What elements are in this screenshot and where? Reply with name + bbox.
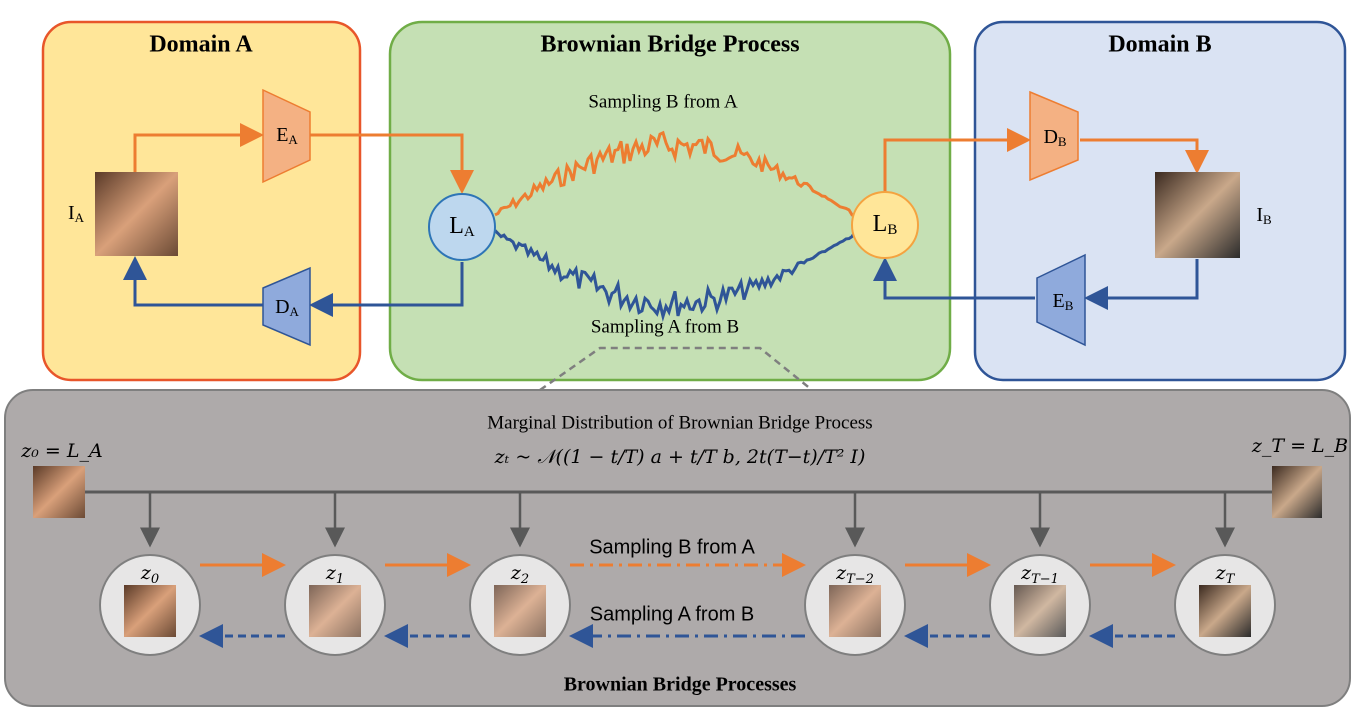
- sampling-label: Sampling B from A: [589, 536, 755, 558]
- panel-title: Brownian Bridge Process: [540, 32, 799, 58]
- noise-path: [494, 130, 856, 217]
- image-label: IB: [1256, 204, 1272, 227]
- decoder-label: DB: [1043, 126, 1066, 149]
- arrow: [1080, 138, 1209, 174]
- endpoint-label: z_T = L_B: [1251, 435, 1348, 457]
- node-label: zT−2: [835, 562, 874, 587]
- latent-label: LA: [449, 213, 475, 241]
- face-image: [33, 466, 85, 518]
- arrow: [133, 123, 264, 172]
- face-image: [1155, 172, 1240, 258]
- latent-node: [428, 193, 496, 261]
- latent-label: LB: [873, 211, 898, 239]
- face-image: [494, 585, 546, 637]
- face-image: [95, 172, 178, 256]
- bridge-panel: [388, 20, 952, 382]
- encoder: [262, 88, 311, 184]
- face-image: [1014, 585, 1066, 637]
- face-image: [829, 585, 881, 637]
- node-label: zT: [1215, 562, 1236, 587]
- arrow: [1084, 259, 1199, 310]
- encoder: [1036, 253, 1086, 347]
- formula: zₜ ~ 𝒩((1 − t/T) a + t/T b, 2t(T−t)/T² I…: [494, 446, 866, 468]
- arrow: [309, 262, 464, 317]
- node-label: z0: [140, 562, 159, 587]
- encoder-label: EB: [1053, 290, 1074, 313]
- decoder-label: DA: [275, 296, 299, 319]
- sampling-label: Sampling A from B: [590, 603, 755, 625]
- zoom-lines: [539, 346, 813, 392]
- sampling-label: Sampling A from B: [591, 316, 739, 337]
- face-image: [309, 585, 361, 637]
- arrow: [310, 133, 474, 194]
- domain-a-panel: [41, 20, 362, 382]
- endpoint-label: z₀ = L_A: [20, 440, 102, 462]
- panel-title: Domain A: [149, 32, 253, 58]
- panel-title: Domain B: [1108, 32, 1211, 58]
- image-label: IA: [68, 202, 85, 225]
- marginal-title: Marginal Distribution of Brownian Bridge…: [487, 412, 872, 433]
- decoder: [262, 266, 311, 347]
- noise-path: [493, 229, 857, 323]
- node-label: z1: [325, 562, 344, 587]
- latent-node: [851, 191, 919, 259]
- processes-title: Brownian Bridge Processes: [564, 674, 797, 696]
- node-label: z2: [510, 562, 529, 587]
- arrow: [883, 128, 1031, 192]
- sampling-label: Sampling B from A: [588, 91, 738, 112]
- face-image: [124, 585, 176, 637]
- node-label: zT−1: [1020, 562, 1059, 587]
- decoder: [1029, 90, 1079, 182]
- face-image: [1199, 585, 1251, 637]
- encoder-label: EA: [276, 124, 298, 147]
- arrow: [873, 257, 1035, 300]
- arrow: [123, 256, 263, 307]
- face-image: [1272, 466, 1322, 518]
